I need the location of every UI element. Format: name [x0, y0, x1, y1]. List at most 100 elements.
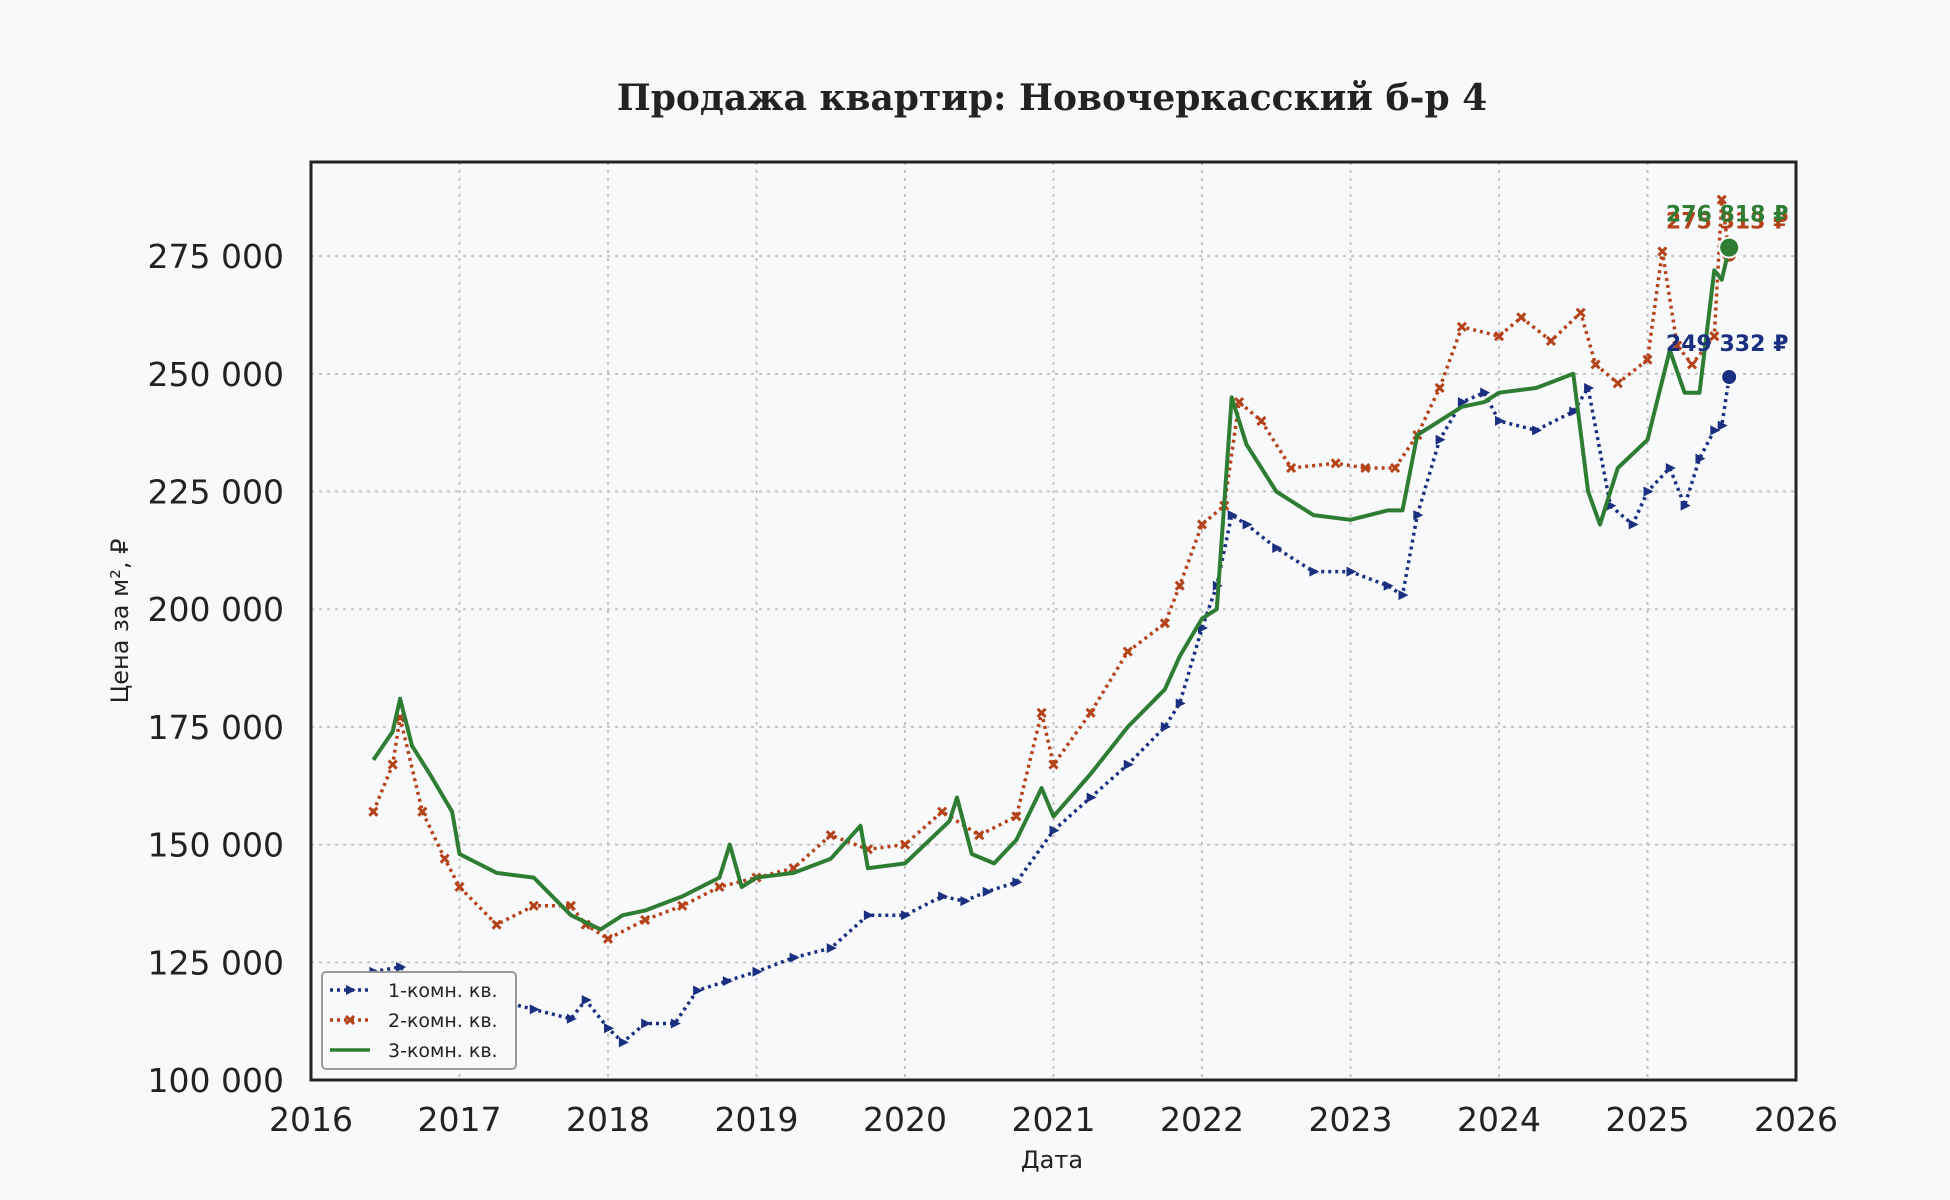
- plot-area-frame: [309, 160, 1798, 1082]
- x-tick-label: 2019: [715, 1100, 799, 1139]
- data-point: [1175, 698, 1186, 709]
- data-point: [618, 1037, 629, 1048]
- tick-labels: 2016 2017 2018 2019 2020 2021 2022 2023 2024 2025…: [148, 237, 1838, 1139]
- data-point: [1012, 877, 1023, 888]
- x-tick-label: 2018: [566, 1100, 650, 1139]
- data-point: [714, 881, 725, 893]
- data-point: [641, 1018, 652, 1029]
- y-tick-label: 150 000: [148, 826, 284, 865]
- data-point: [581, 994, 592, 1005]
- y-tick-label: 250 000: [148, 355, 284, 394]
- legend: 1-комн. кв. 2-комн. кв. 3-комн. кв.: [321, 971, 517, 1070]
- data-point: [1665, 463, 1676, 473]
- data-point: [417, 806, 428, 817]
- y-tick-label: 275 000: [148, 237, 284, 276]
- data-point: [1680, 500, 1691, 511]
- data-point: [1086, 792, 1097, 803]
- data-point: [640, 914, 651, 925]
- data-point: [1227, 510, 1238, 521]
- data-point: [1672, 340, 1683, 351]
- y-tick-label: 225 000: [148, 473, 284, 512]
- data-point: [1642, 354, 1653, 365]
- data-point: [899, 839, 911, 850]
- data-point: [1709, 331, 1720, 342]
- data-point: [825, 830, 836, 841]
- chart-title: Продажа квартир: Новочеркасский б-р 4: [617, 77, 1488, 119]
- series-line: [371, 247, 1732, 932]
- x-tick-label: 2021: [1012, 1100, 1096, 1139]
- data-point: [1085, 707, 1096, 718]
- data-point: [722, 976, 733, 987]
- data-point: [1309, 566, 1320, 577]
- data-point: [677, 900, 688, 911]
- data-point: [602, 933, 614, 944]
- legend-label: 2-комн. кв.: [388, 1010, 498, 1032]
- data-point: [1196, 519, 1208, 530]
- data-point: [491, 919, 502, 930]
- data-point: [1360, 462, 1371, 474]
- data-point: [1286, 462, 1297, 474]
- data-point: [960, 896, 971, 907]
- x-axis-label: Дата: [1021, 1146, 1083, 1174]
- data-point: [1643, 486, 1654, 497]
- y-tick-label: 175 000: [148, 708, 284, 747]
- data-point: [901, 910, 911, 921]
- data-point: [693, 985, 704, 996]
- data-point: [1174, 580, 1185, 591]
- x-tick-label: 2026: [1754, 1100, 1838, 1139]
- data-point: [1122, 646, 1133, 657]
- end-value-label: 276 818 ₽: [1666, 203, 1788, 228]
- data-point: [1584, 382, 1595, 393]
- legend-marker: [344, 1014, 356, 1026]
- data-point: [1346, 566, 1357, 577]
- x-tick-label: 2016: [269, 1100, 353, 1139]
- x-tick-label: 2024: [1457, 1100, 1541, 1139]
- data-point: [1493, 331, 1505, 342]
- data-point: [937, 806, 948, 817]
- legend-item: 3-комн. кв.: [330, 1040, 498, 1062]
- series-line: [371, 197, 1731, 941]
- series-layer: [368, 194, 1741, 1048]
- data-point: [1686, 359, 1698, 370]
- data-point: [752, 966, 763, 977]
- data-point: [1516, 312, 1527, 323]
- series-end-marker: [1720, 367, 1739, 386]
- data-point: [1389, 462, 1401, 474]
- data-point: [938, 891, 949, 902]
- y-tick-label: 125 000: [148, 943, 284, 982]
- end-labels: 249 332 ₽ 275 313 ₽276 818 ₽: [1666, 203, 1788, 357]
- legend-item: 1-комн. кв.: [330, 980, 498, 1002]
- data-point: [1398, 590, 1409, 601]
- data-point: [1330, 458, 1341, 469]
- data-point: [1569, 406, 1580, 417]
- series-end-marker: [1718, 236, 1741, 259]
- data-point: [1234, 397, 1245, 408]
- data-point: [789, 952, 800, 963]
- data-point: [1198, 623, 1208, 634]
- data-point: [565, 900, 576, 911]
- data-point: [1710, 425, 1721, 436]
- data-point: [1413, 510, 1424, 521]
- data-point: [1717, 420, 1728, 431]
- legend-label: 3-комн. кв.: [388, 1040, 498, 1062]
- data-point: [1456, 321, 1467, 332]
- data-point: [1575, 307, 1586, 318]
- data-point: [1545, 335, 1557, 346]
- data-point: [1242, 519, 1253, 530]
- data-point: [528, 900, 539, 911]
- y-tick-label: 200 000: [148, 590, 284, 629]
- data-point: [1480, 387, 1491, 398]
- data-point: [1160, 721, 1171, 732]
- data-point: [1532, 425, 1543, 436]
- data-point: [1256, 415, 1267, 426]
- data-point: [1272, 543, 1283, 554]
- data-point: [1716, 194, 1727, 205]
- data-point: [1435, 434, 1446, 445]
- y-tick-label: 100 000: [148, 1061, 284, 1100]
- legend-marker: [346, 985, 356, 995]
- data-point: [1695, 453, 1706, 464]
- data-point: [1048, 759, 1059, 770]
- x-tick-label: 2020: [863, 1100, 947, 1139]
- data-point: [566, 1013, 577, 1024]
